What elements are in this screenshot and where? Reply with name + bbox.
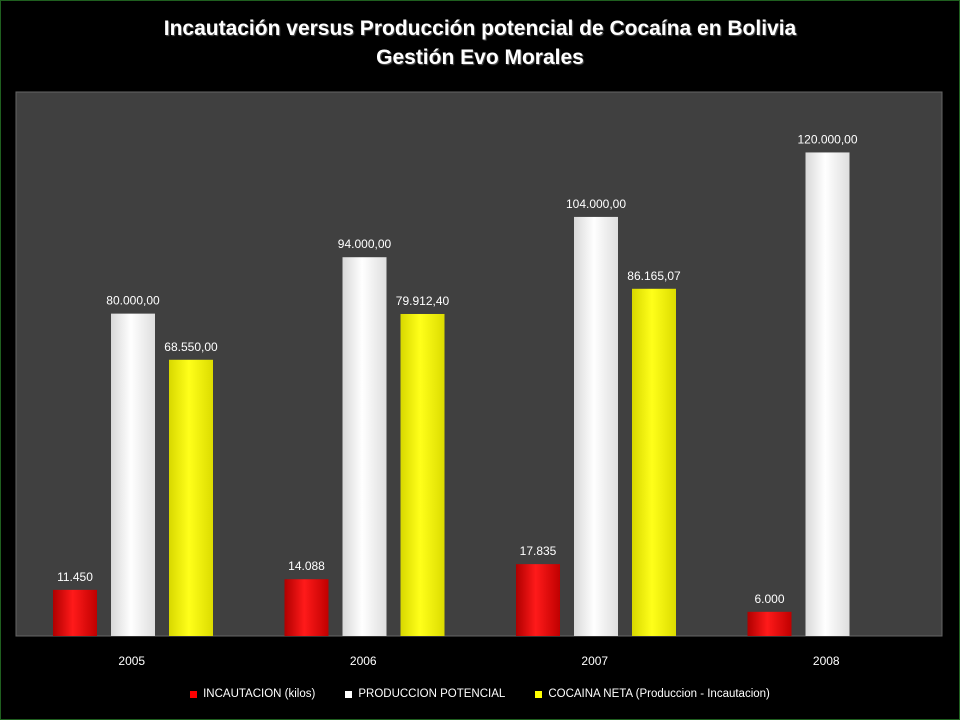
data-label-2006-series-1: 94.000,00	[338, 237, 392, 251]
legend-swatch-red	[190, 690, 198, 698]
data-label-2005-series-0: 11.450	[57, 570, 93, 584]
bar-2006-series-2	[400, 313, 445, 636]
data-label-2007-series-0: 17.835	[520, 544, 557, 558]
bar-2005-series-0	[53, 589, 97, 636]
bar-2007-series-2	[632, 288, 676, 636]
chart-title-block: Incautación versus Producción potencial …	[0, 14, 960, 72]
legend-label: PRODUCCION POTENCIAL	[358, 688, 506, 700]
data-label-2008-series-0: 6.000	[754, 592, 784, 606]
legend-item-cocaina-neta: COCAINA NETA (Produccion - Incautacion)	[535, 688, 770, 700]
data-label-2007-series-1: 104.000,00	[566, 197, 626, 211]
data-label-2007-series-2: 86.165,07	[627, 269, 681, 283]
chart-title: Incautación versus Producción potencial …	[163, 17, 797, 40]
legend-label: COCAINA NETA (Produccion - Incautacion)	[548, 688, 770, 700]
legend: INCAUTACION (kilos) PRODUCCION POTENCIAL…	[0, 688, 960, 700]
data-label-2005-series-1: 80.000,00	[106, 294, 160, 308]
legend-swatch-white	[345, 690, 353, 698]
bar-2005-series-2	[169, 359, 213, 636]
bar-2005-series-1	[111, 313, 155, 636]
chart-subtitle: Gestión Evo Morales	[376, 46, 584, 69]
bar-2006-series-0	[284, 579, 329, 636]
x-tick-label-2005: 2005	[118, 654, 145, 668]
bar-2006-series-1	[342, 257, 387, 636]
data-label-2006-series-0: 14.088	[288, 559, 325, 573]
legend-item-incautacion: INCAUTACION (kilos)	[190, 688, 315, 700]
legend-label: INCAUTACION (kilos)	[203, 688, 316, 700]
bar-2007-series-1	[574, 216, 618, 636]
legend-item-produccion: PRODUCCION POTENCIAL	[345, 688, 505, 700]
data-label-2006-series-2: 79.912,40	[396, 294, 450, 308]
bar-2007-series-0	[516, 564, 560, 636]
bar-2008-series-0	[747, 611, 792, 636]
x-tick-label-2008: 2008	[813, 654, 840, 668]
data-label-2008-series-1: 120.000,00	[797, 132, 857, 146]
x-tick-label-2007: 2007	[581, 654, 608, 668]
data-label-2005-series-2: 68.550,00	[164, 340, 218, 354]
x-tick-label-2006: 2006	[350, 654, 377, 668]
legend-swatch-yellow	[535, 690, 543, 698]
bar-2008-series-1	[805, 152, 850, 636]
